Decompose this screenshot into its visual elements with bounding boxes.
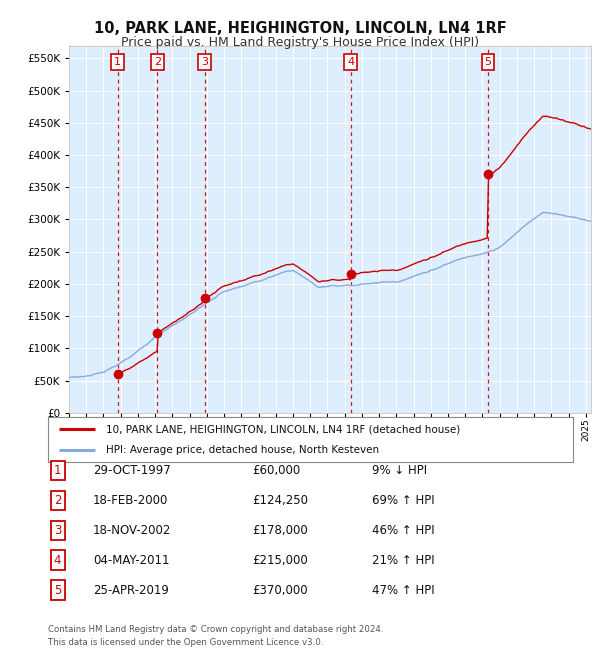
Text: 9% ↓ HPI: 9% ↓ HPI bbox=[372, 464, 427, 477]
Text: 21% ↑ HPI: 21% ↑ HPI bbox=[372, 554, 434, 567]
Text: 4: 4 bbox=[347, 57, 354, 67]
Text: 46% ↑ HPI: 46% ↑ HPI bbox=[372, 524, 434, 537]
Text: £60,000: £60,000 bbox=[252, 464, 300, 477]
Text: 29-OCT-1997: 29-OCT-1997 bbox=[93, 464, 171, 477]
Text: 10, PARK LANE, HEIGHINGTON, LINCOLN, LN4 1RF (detached house): 10, PARK LANE, HEIGHINGTON, LINCOLN, LN4… bbox=[106, 424, 460, 434]
Text: £370,000: £370,000 bbox=[252, 584, 308, 597]
Text: 1: 1 bbox=[114, 57, 121, 67]
Text: Contains HM Land Registry data © Crown copyright and database right 2024.
This d: Contains HM Land Registry data © Crown c… bbox=[48, 625, 383, 647]
Text: 5: 5 bbox=[54, 584, 61, 597]
Text: 2: 2 bbox=[154, 57, 161, 67]
Text: HPI: Average price, detached house, North Kesteven: HPI: Average price, detached house, Nort… bbox=[106, 445, 379, 454]
Text: 3: 3 bbox=[54, 524, 61, 537]
Text: 18-FEB-2000: 18-FEB-2000 bbox=[93, 494, 169, 507]
Text: 18-NOV-2002: 18-NOV-2002 bbox=[93, 524, 172, 537]
Text: Price paid vs. HM Land Registry's House Price Index (HPI): Price paid vs. HM Land Registry's House … bbox=[121, 36, 479, 49]
Text: 25-APR-2019: 25-APR-2019 bbox=[93, 584, 169, 597]
Text: £124,250: £124,250 bbox=[252, 494, 308, 507]
Text: 47% ↑ HPI: 47% ↑ HPI bbox=[372, 584, 434, 597]
Text: 2: 2 bbox=[54, 494, 61, 507]
Text: 69% ↑ HPI: 69% ↑ HPI bbox=[372, 494, 434, 507]
Text: 1: 1 bbox=[54, 464, 61, 477]
Text: £215,000: £215,000 bbox=[252, 554, 308, 567]
Text: 4: 4 bbox=[54, 554, 61, 567]
Text: 10, PARK LANE, HEIGHINGTON, LINCOLN, LN4 1RF: 10, PARK LANE, HEIGHINGTON, LINCOLN, LN4… bbox=[94, 21, 506, 36]
Text: 04-MAY-2011: 04-MAY-2011 bbox=[93, 554, 170, 567]
Text: 3: 3 bbox=[201, 57, 208, 67]
Text: £178,000: £178,000 bbox=[252, 524, 308, 537]
Text: 5: 5 bbox=[484, 57, 491, 67]
